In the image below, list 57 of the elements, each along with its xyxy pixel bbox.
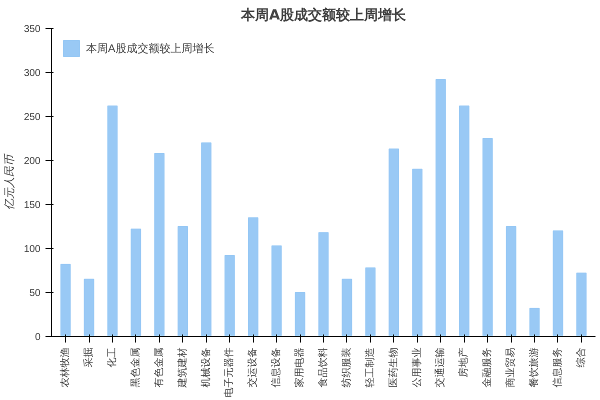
bar	[365, 267, 376, 336]
y-tick-label: 150	[24, 200, 41, 211]
y-axis-title: 亿元人民币	[2, 153, 16, 210]
bar	[294, 292, 306, 336]
x-tick-label: 农林牧渔	[59, 348, 72, 388]
x-tick-label: 医药生物	[387, 348, 400, 388]
x-tick-label: 电子元器件	[223, 348, 236, 398]
bar	[436, 79, 446, 336]
x-tick-label: 信息服务	[551, 348, 564, 388]
bar	[248, 217, 258, 336]
bar	[576, 272, 587, 336]
x-tick-label: 信息设备	[270, 348, 282, 388]
y-tick-label: 50	[29, 288, 41, 299]
bar	[84, 278, 94, 336]
y-tick-label: 250	[24, 112, 41, 123]
bar	[271, 245, 282, 336]
x-tick-label: 建筑建材	[176, 348, 188, 388]
x-tick-label: 综合	[574, 348, 587, 368]
bar	[60, 264, 71, 336]
y-tick-label: 350	[24, 24, 41, 35]
x-tick-label: 金融服务	[481, 348, 494, 388]
x-tick-label: 商业贸易	[504, 348, 517, 388]
bar	[107, 105, 118, 336]
legend-label: 本周A股成交额较上周增长	[86, 42, 214, 56]
bar	[482, 138, 493, 336]
chart-title: 本周A股成交额较上周增长	[240, 6, 407, 24]
x-tick-label: 食品饮料	[317, 348, 329, 388]
bar	[154, 152, 165, 336]
bar	[552, 230, 564, 336]
bar	[224, 255, 235, 336]
bar	[529, 308, 540, 336]
y-tick-label: 300	[24, 68, 41, 79]
bar	[342, 278, 352, 336]
bar	[459, 105, 470, 336]
bar	[178, 226, 188, 336]
x-tick-label: 轻工制造	[364, 348, 376, 388]
bar	[388, 148, 400, 336]
bar	[506, 226, 516, 336]
y-tick-label: 200	[24, 156, 41, 167]
x-tick-label: 家用电器	[294, 348, 306, 388]
x-tick-label: 有色金属	[152, 348, 165, 388]
x-tick-label: 机械设备	[200, 348, 212, 388]
x-tick-label: 交通运输	[434, 348, 446, 388]
x-tick-label: 房地产	[458, 348, 470, 378]
x-tick-label: 纺织服装	[340, 348, 352, 388]
bar	[412, 168, 422, 336]
bar	[130, 228, 142, 336]
x-tick-label: 交运设备	[246, 348, 259, 388]
x-tick-label: 黑色金属	[129, 348, 142, 388]
y-tick-label: 0	[34, 332, 41, 343]
bar	[318, 232, 329, 336]
x-tick-label: 公用事业	[410, 348, 423, 388]
y-tick-label: 100	[24, 244, 41, 255]
x-tick-label: 化工	[106, 348, 118, 368]
x-tick-label: 采掘	[82, 348, 95, 368]
bar	[201, 142, 212, 336]
x-tick-label: 餐饮旅游	[528, 348, 540, 388]
